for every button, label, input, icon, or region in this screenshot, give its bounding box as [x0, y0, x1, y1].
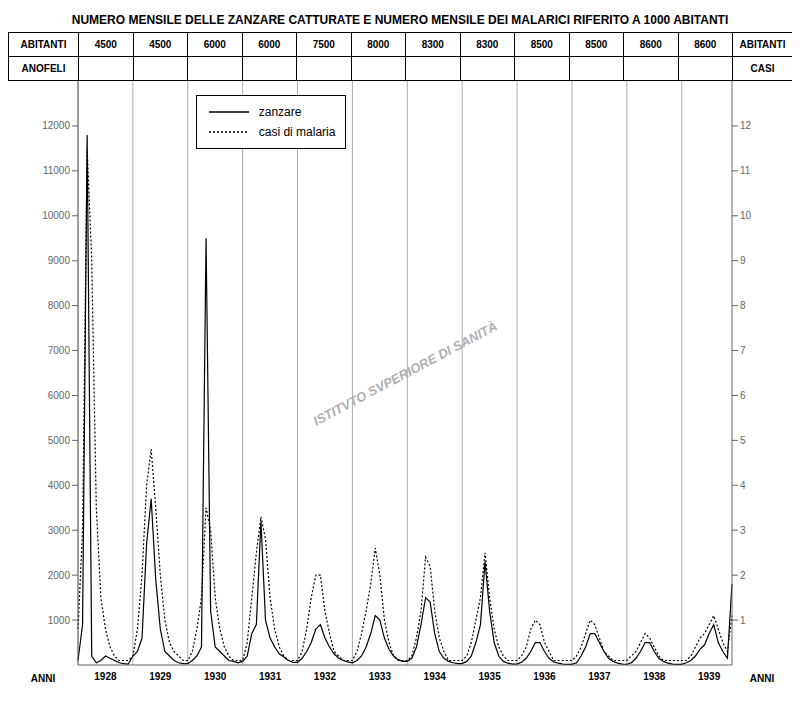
- svg-text:9000: 9000: [48, 255, 71, 266]
- svg-text:1937: 1937: [588, 671, 611, 682]
- svg-text:1939: 1939: [698, 671, 721, 682]
- svg-text:1933: 1933: [369, 671, 392, 682]
- svg-text:1: 1: [740, 615, 746, 626]
- svg-text:3000: 3000: [48, 525, 71, 536]
- svg-text:9: 9: [740, 255, 746, 266]
- svg-text:8: 8: [740, 300, 746, 311]
- html-text:6000: 6000: [258, 39, 281, 50]
- svg-text:11000: 11000: [43, 165, 71, 176]
- html-text:ANNI: ANNI: [30, 673, 56, 684]
- html-text:ANNI: ANNI: [749, 673, 775, 684]
- svg-text:1932: 1932: [314, 671, 337, 682]
- svg-text:7: 7: [740, 345, 746, 356]
- html-text:ABITANTI: ABITANTI: [20, 39, 67, 50]
- html-text:8600: 8600: [694, 39, 717, 50]
- html-text:8600: 8600: [639, 39, 662, 50]
- svg-text:1928: 1928: [94, 671, 117, 682]
- svg-text:12: 12: [740, 120, 752, 131]
- svg-text:10: 10: [740, 210, 752, 221]
- html-text:8300: 8300: [476, 39, 499, 50]
- svg-text:6: 6: [740, 390, 746, 401]
- svg-text:4000: 4000: [48, 480, 71, 491]
- svg-text:2000: 2000: [48, 570, 71, 581]
- html-text:ISTITVTO SVPERIORE DI SANITÀ: ISTITVTO SVPERIORE DI SANITÀ: [310, 317, 500, 429]
- html-text:8000: 8000: [367, 39, 390, 50]
- html-text:6000: 6000: [203, 39, 226, 50]
- html-text:8500: 8500: [530, 39, 553, 50]
- svg-text:4: 4: [740, 480, 746, 491]
- svg-text:1934: 1934: [424, 671, 447, 682]
- svg-text:3: 3: [740, 525, 746, 536]
- svg-text:1931: 1931: [259, 671, 282, 682]
- html-text:4500: 4500: [149, 39, 172, 50]
- svg-text:12000: 12000: [42, 120, 70, 131]
- svg-text:1938: 1938: [643, 671, 666, 682]
- svg-text:6000: 6000: [48, 390, 71, 401]
- svg-text:1929: 1929: [149, 671, 172, 682]
- html-text:CASI: CASI: [750, 63, 775, 74]
- html-text:zanzare: zanzare: [258, 105, 302, 119]
- svg-text:10000: 10000: [42, 210, 70, 221]
- svg-text:1000: 1000: [48, 615, 71, 626]
- html-text:NUMERO MENSILE DELLE ZANZARE C: NUMERO MENSILE DELLE ZANZARE CATTURATE E…: [71, 13, 729, 27]
- svg-text:5: 5: [740, 435, 746, 446]
- html-text:4500: 4500: [94, 39, 117, 50]
- svg-text:2: 2: [740, 570, 746, 581]
- svg-text:11: 11: [740, 165, 751, 176]
- html-text:8300: 8300: [421, 39, 444, 50]
- html-text:ANOFELI: ANOFELI: [21, 63, 66, 74]
- svg-text:7000: 7000: [48, 345, 71, 356]
- svg-text:1930: 1930: [204, 671, 227, 682]
- svg-text:8000: 8000: [48, 300, 71, 311]
- svg-text:1936: 1936: [533, 671, 556, 682]
- html-text:8500: 8500: [585, 39, 608, 50]
- html-text:casi di malaria: casi di malaria: [258, 125, 336, 139]
- svg-text:1935: 1935: [478, 671, 501, 682]
- html-text:7500: 7500: [312, 39, 335, 50]
- svg-text:5000: 5000: [48, 435, 71, 446]
- html-text:ABITANTI: ABITANTI: [739, 39, 786, 50]
